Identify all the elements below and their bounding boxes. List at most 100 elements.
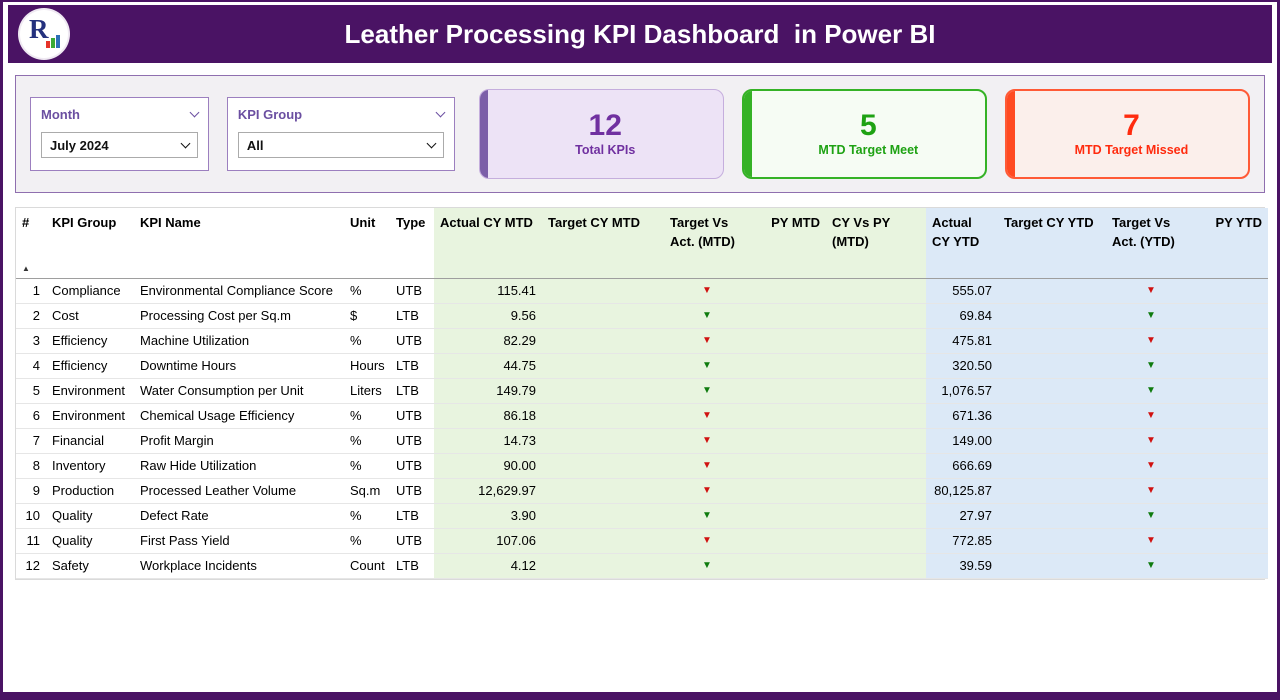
col-header-py-ytd[interactable]: PY YTD: [1196, 208, 1268, 279]
card-accent-bar: [479, 90, 488, 178]
card-body: 5 MTD Target Meet: [752, 91, 985, 177]
table-row[interactable]: 3 Efficiency Machine Utilization % UTB 8…: [16, 328, 1268, 354]
cell-actual-cy-ytd: 555.07: [926, 278, 998, 304]
cell-target-cy-mtd: [542, 478, 664, 504]
mtd-target-meet-label: MTD Target Meet: [818, 143, 919, 157]
table-row[interactable]: 7 Financial Profit Margin % UTB 14.73 ▼ …: [16, 428, 1268, 454]
table-row[interactable]: 11 Quality First Pass Yield % UTB 107.06…: [16, 528, 1268, 554]
table-row[interactable]: 12 Safety Workplace Incidents Count LTB …: [16, 553, 1268, 579]
col-header-target-vs-act-ytd[interactable]: Target Vs Act. (YTD): [1106, 208, 1196, 279]
col-header-kpi-name[interactable]: KPI Name: [134, 208, 344, 279]
cell-unit: Liters: [344, 378, 390, 404]
col-header-unit[interactable]: Unit: [344, 208, 390, 279]
cell-target-cy-ytd: [998, 453, 1106, 479]
cell-cy-vs-py-mtd: [826, 303, 926, 329]
month-slicer-header[interactable]: Month: [41, 107, 200, 122]
cell-kpi-group: Quality: [46, 528, 134, 554]
chevron-down-icon: [189, 107, 200, 118]
col-header-cy-vs-py-mtd[interactable]: CY Vs PY (MTD): [826, 208, 926, 279]
col-header-py-mtd[interactable]: PY MTD: [750, 208, 826, 279]
cell-target-cy-ytd: [998, 328, 1106, 354]
cell-py-mtd: [750, 453, 826, 479]
table-row[interactable]: 2 Cost Processing Cost per Sq.m $ LTB 9.…: [16, 303, 1268, 329]
cell-target-cy-mtd: [542, 403, 664, 429]
cell-unit: %: [344, 528, 390, 554]
cell-py-ytd: [1196, 278, 1268, 304]
cell-py-ytd: [1196, 503, 1268, 529]
table-row[interactable]: 1 Compliance Environmental Compliance Sc…: [16, 278, 1268, 304]
cell-cy-vs-py-mtd: [826, 478, 926, 504]
cell-target-vs-act-mtd-indicator: ▼: [664, 278, 750, 304]
cell-actual-cy-mtd: 12,629.97: [434, 478, 542, 504]
table-row[interactable]: 4 Efficiency Downtime Hours Hours LTB 44…: [16, 353, 1268, 379]
cell-target-cy-mtd: [542, 428, 664, 454]
cell-cy-vs-py-mtd: [826, 503, 926, 529]
kpi-group-slicer-header[interactable]: KPI Group: [238, 107, 446, 122]
card-accent-bar: [743, 91, 752, 177]
kpi-group-dropdown-value: All: [246, 137, 264, 153]
cell-py-ytd: [1196, 453, 1268, 479]
page-title: Leather Processing KPI Dashboard in Powe…: [344, 18, 936, 49]
cell-actual-cy-ytd: 39.59: [926, 553, 998, 579]
cell-kpi-name: Downtime Hours: [134, 353, 344, 379]
mtd-target-missed-card: 7 MTD Target Missed: [1004, 89, 1250, 179]
cell-target-vs-act-mtd-indicator: ▼: [664, 503, 750, 529]
total-kpis-label: Total KPIs: [575, 143, 636, 157]
month-dropdown[interactable]: July 2024: [41, 132, 198, 158]
cell-target-vs-act-ytd-indicator: ▼: [1106, 453, 1196, 479]
cell-index: 12: [16, 553, 46, 579]
total-kpis-value: 12: [588, 109, 622, 142]
total-kpis-card: 12 Total KPIs: [478, 89, 724, 179]
table-row[interactable]: 10 Quality Defect Rate % LTB 3.90 ▼ 27.9…: [16, 503, 1268, 529]
cell-type: UTB: [390, 453, 434, 479]
kpi-group-dropdown[interactable]: All: [237, 132, 444, 158]
cell-actual-cy-mtd: 86.18: [434, 403, 542, 429]
cell-type: LTB: [390, 553, 434, 579]
cell-target-cy-mtd: [542, 553, 664, 579]
mtd-target-missed-label: MTD Target Missed: [1074, 143, 1189, 157]
cell-py-mtd: [750, 353, 826, 379]
col-header-actual-cy-mtd[interactable]: Actual CY MTD: [434, 208, 542, 279]
cell-target-vs-act-mtd-indicator: ▼: [664, 553, 750, 579]
logo-letter: R: [29, 14, 49, 44]
cell-cy-vs-py-mtd: [826, 403, 926, 429]
cell-type: UTB: [390, 478, 434, 504]
cell-unit: %: [344, 453, 390, 479]
cell-cy-vs-py-mtd: [826, 553, 926, 579]
chevron-down-icon: [180, 138, 191, 148]
cell-target-cy-ytd: [998, 528, 1106, 554]
col-header-kpi-group[interactable]: KPI Group: [46, 208, 134, 279]
col-header-target-vs-act-mtd[interactable]: Target Vs Act. (MTD): [664, 208, 750, 279]
cell-kpi-group: Efficiency: [46, 353, 134, 379]
cell-target-cy-mtd: [542, 378, 664, 404]
cell-cy-vs-py-mtd: [826, 453, 926, 479]
cell-target-cy-mtd: [542, 303, 664, 329]
table-row[interactable]: 6 Environment Chemical Usage Efficiency …: [16, 403, 1268, 429]
cell-actual-cy-ytd: 1,076.57: [926, 378, 998, 404]
cell-actual-cy-mtd: 82.29: [434, 328, 542, 354]
cell-index: 7: [16, 428, 46, 454]
cell-unit: Sq.m: [344, 478, 390, 504]
cell-target-vs-act-ytd-indicator: ▼: [1106, 478, 1196, 504]
cell-target-cy-ytd: [998, 403, 1106, 429]
table-row[interactable]: 5 Environment Water Consumption per Unit…: [16, 378, 1268, 404]
kpi-table-body: 1 Compliance Environmental Compliance Sc…: [16, 278, 1268, 579]
sort-ascending-icon[interactable]: ▲: [22, 263, 30, 273]
cell-target-cy-ytd: [998, 378, 1106, 404]
table-row[interactable]: 9 Production Processed Leather Volume Sq…: [16, 478, 1268, 504]
col-header-target-cy-mtd[interactable]: Target CY MTD: [542, 208, 664, 279]
col-header-type[interactable]: Type: [390, 208, 434, 279]
month-slicer: Month July 2024: [30, 97, 209, 171]
col-header-index[interactable]: # ▲: [16, 208, 46, 279]
cell-py-ytd: [1196, 428, 1268, 454]
col-header-actual-cy-ytd[interactable]: Actual CY YTD: [926, 208, 998, 279]
col-header-target-cy-ytd[interactable]: Target CY YTD: [998, 208, 1106, 279]
cell-py-mtd: [750, 378, 826, 404]
cell-index: 8: [16, 453, 46, 479]
cell-type: LTB: [390, 303, 434, 329]
cell-target-vs-act-ytd-indicator: ▼: [1106, 428, 1196, 454]
month-slicer-label: Month: [41, 107, 80, 122]
table-row[interactable]: 8 Inventory Raw Hide Utilization % UTB 9…: [16, 453, 1268, 479]
cell-kpi-group: Efficiency: [46, 328, 134, 354]
cell-actual-cy-ytd: 475.81: [926, 328, 998, 354]
